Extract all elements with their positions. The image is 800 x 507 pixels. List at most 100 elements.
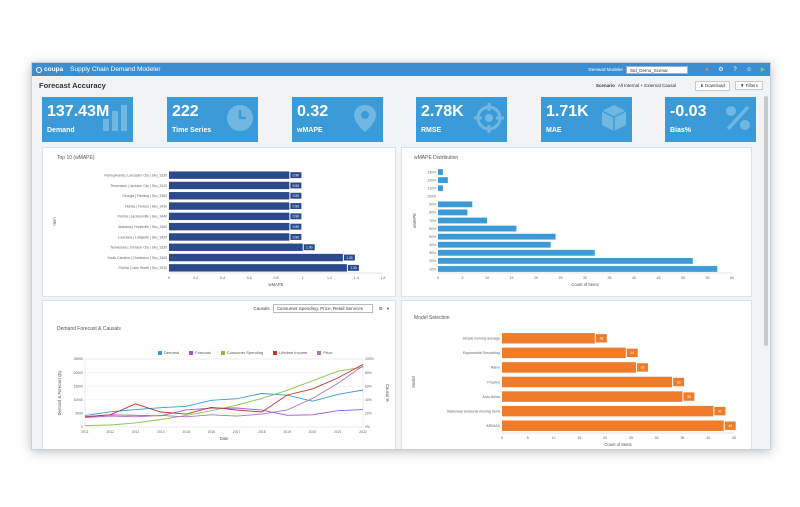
series-line: [84, 365, 364, 418]
data-label: 41: [718, 409, 722, 413]
kpi-label: wMAPE: [297, 127, 323, 134]
percent-icon: [726, 105, 750, 131]
y-tick-label: Florida | Fences | Sku_3430: [125, 204, 167, 208]
y-tick-label: 5000: [75, 412, 83, 416]
y-tick-label: Simple moving average: [462, 337, 500, 341]
x-tick-label: 45: [732, 436, 736, 440]
kpi-label: RMSE: [421, 127, 442, 134]
y-tick-label: 20%: [429, 259, 436, 263]
y2-tick-label: 40%: [365, 398, 372, 402]
bar: [438, 185, 443, 192]
x-tick-label: 2022: [359, 430, 367, 434]
kpi-mae[interactable]: 1.71K MAE: [541, 97, 632, 142]
app-window: coupa Supply Chain Demand Modeler Demand…: [31, 62, 771, 450]
x-tick-label: 0.6: [247, 276, 252, 280]
x-tick-label: 2018: [258, 430, 266, 434]
kpi-rmse[interactable]: 2.78K RMSE: [416, 97, 507, 142]
settings-icon[interactable]: ⚙: [718, 67, 724, 73]
scrollbar[interactable]: [764, 96, 768, 346]
dist-panel: wMAPE Distribution 0 5 10 15 20 25 30 35 40 45 50 5…: [401, 147, 752, 297]
y-tick-label: Prophet: [487, 380, 500, 384]
kpi-time-series[interactable]: 222 Time Series: [167, 97, 258, 142]
kpi-label: MAE: [546, 127, 562, 134]
y-tick-label: Louisiana | Lafayette | Sku_3420: [118, 235, 167, 239]
filters-button[interactable]: ▼ Filters: [735, 81, 763, 90]
x-tick-label: 1: [302, 276, 304, 280]
app-title: Supply Chain Demand Modeler: [70, 66, 161, 73]
data-label-box: [637, 363, 649, 372]
x-tick-label: 2020: [309, 430, 317, 434]
causals-select[interactable]: Consumer Spending, Price, Retail Service…: [272, 304, 373, 313]
y-tick-label: 15000: [74, 384, 84, 388]
bar: [502, 405, 714, 417]
model-select[interactable]: Std_Demo_Scenar: [626, 65, 688, 74]
series-line: [84, 364, 364, 418]
kpi-row: 137.43M Demand 222 Time Series 0.32 wMAP…: [42, 97, 760, 145]
legend-item[interactable]: Forecast: [189, 350, 211, 355]
y-tick-label: Georgia | Fleming | Sku_3380: [122, 194, 167, 198]
data-label: 18: [599, 337, 603, 341]
legend-item[interactable]: Price: [317, 350, 333, 355]
bar: [438, 209, 468, 216]
x-axis-label: Count of Items: [604, 442, 631, 447]
series-line: [84, 389, 364, 417]
y-tick-label: Florida | Lake Worth | Sku_3310: [119, 266, 168, 270]
legend-label: Lifetime Income: [279, 350, 308, 355]
legend-swatch: [220, 350, 225, 355]
bar: [502, 362, 637, 373]
kpi-wmape[interactable]: 0.32 wMAPE: [292, 97, 383, 142]
bar: [438, 266, 718, 272]
series-line: [84, 366, 364, 427]
x-tick-label: 0: [501, 436, 503, 440]
chevron-down-icon[interactable]: ▾: [386, 305, 389, 311]
data-label-box: [347, 264, 359, 271]
help-icon[interactable]: ?: [733, 66, 737, 73]
data-label: 0.90: [293, 235, 300, 239]
model-panel: Model Selection 0 5 10 15 20 25 30 35 40 45 Simple…: [401, 300, 752, 449]
kpi-label: Bias%: [670, 127, 692, 134]
x-tick-label: 20: [534, 276, 538, 280]
logo[interactable]: coupa: [36, 66, 63, 73]
data-label: 33: [677, 380, 681, 384]
bar: [169, 264, 347, 272]
legend-label: Demand: [164, 350, 180, 355]
bar: [169, 181, 290, 190]
data-label-box: [290, 203, 302, 210]
data-label: 35: [687, 395, 691, 399]
kpi-value: 0.32: [297, 103, 329, 120]
toggle-icon[interactable]: ●: [705, 66, 709, 73]
y-tick-label: South Carolina | Charleston | Sku_3400: [107, 256, 167, 260]
y-tick-label: Florida | Jacksonville | Sku_3440: [118, 215, 168, 219]
bar: [502, 347, 626, 359]
x-tick-label: 40: [632, 276, 636, 280]
x-tick-label: 35: [608, 276, 612, 280]
play-icon[interactable]: ▶: [760, 67, 766, 73]
dist-chart: 0 5 10 15 20 25 30 35 40 45 50 55 60 130% 120% 110% 100%…: [412, 169, 734, 287]
legend-swatch: [189, 350, 194, 355]
user-icon[interactable]: ☺: [746, 66, 753, 73]
legend-item[interactable]: Lifetime Income: [273, 350, 307, 355]
cube-icon: [601, 105, 627, 131]
kpi-bias[interactable]: -0.03 Bias%: [665, 97, 756, 142]
download-button[interactable]: ⬇ Download: [694, 80, 731, 91]
x-tick-label: 5: [527, 436, 529, 440]
top10-panel: Top 10 (wMAPE) 0 0.2 0.4 0.6 0.8 1 1.2 1.4 1.6 Pe…: [42, 147, 396, 297]
y-tick-label: 120%: [427, 178, 436, 182]
y-tick-label: 50%: [429, 235, 436, 239]
x-tick-label: 1.2: [327, 276, 332, 280]
x-tick-label: 40: [706, 436, 710, 440]
kpi-value: 2.78K: [421, 103, 464, 120]
bar: [438, 225, 517, 232]
scenario-select[interactable]: All Internal + External Causal: [617, 83, 676, 88]
y-tick-label: Tennessee | Johnson City | Sku_3330: [110, 246, 167, 250]
x-tick-label: 10: [485, 276, 489, 280]
causals-row: Causals Consumer Spending, Price, Retail…: [253, 304, 389, 313]
data-label-box: [290, 233, 302, 240]
logo-text: coupa: [44, 66, 64, 73]
kpi-demand[interactable]: 137.43M Demand: [42, 97, 133, 142]
gear-icon[interactable]: ⚙: [378, 305, 383, 311]
data-label: 1.00: [306, 246, 313, 250]
legend-item[interactable]: Demand: [158, 350, 179, 355]
legend-item[interactable]: Consumer Spending: [220, 350, 263, 355]
scenario-label: Scenario: [595, 83, 615, 88]
